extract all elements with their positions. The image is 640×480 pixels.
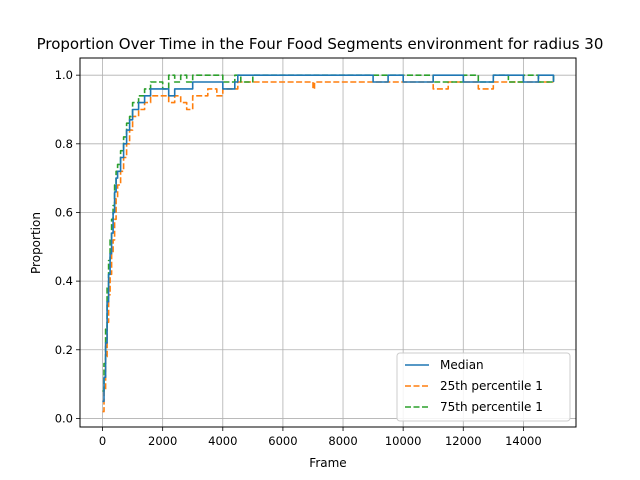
series-layer bbox=[102, 74, 555, 413]
x-tick-label: 6000 bbox=[268, 434, 297, 448]
y-axis-ticks: 0.0 0.2 0.4 0.6 0.8 1.0 bbox=[55, 68, 80, 425]
y-tick-label: 0.6 bbox=[55, 205, 73, 219]
y-tick-label: 1.0 bbox=[55, 68, 73, 82]
x-tick-label: 0 bbox=[99, 434, 106, 448]
x-tick-label: 14000 bbox=[505, 434, 542, 448]
x-axis-ticks: 0 2000 4000 6000 8000 10000 12000 14000 bbox=[99, 427, 542, 448]
x-axis-label: Frame bbox=[309, 456, 346, 470]
x-tick-label: 8000 bbox=[328, 434, 357, 448]
y-tick-label: 0.0 bbox=[55, 411, 73, 425]
y-tick-label: 0.2 bbox=[55, 343, 73, 357]
y-tick-label: 0.4 bbox=[55, 274, 73, 288]
y-tick-label: 0.8 bbox=[55, 137, 73, 151]
legend-label-75th: 75th percentile 1 bbox=[440, 400, 543, 414]
legend-label-median: Median bbox=[440, 358, 484, 372]
x-tick-label: 2000 bbox=[148, 434, 177, 448]
plot-frame bbox=[79, 57, 577, 428]
y-axis-label: Proportion bbox=[29, 212, 43, 274]
legend-label-25th: 25th percentile 1 bbox=[440, 379, 543, 393]
legend-box bbox=[396, 352, 571, 422]
series-line-1 bbox=[102, 81, 554, 413]
chart-title: Proportion Over Time in the Four Food Se… bbox=[37, 35, 604, 53]
legend: Median 25th percentile 1 75th percentile… bbox=[396, 352, 571, 422]
series-line-0 bbox=[102, 74, 555, 403]
x-tick-label: 10000 bbox=[385, 434, 422, 448]
x-tick-label: 4000 bbox=[208, 434, 237, 448]
x-tick-label: 12000 bbox=[445, 434, 482, 448]
